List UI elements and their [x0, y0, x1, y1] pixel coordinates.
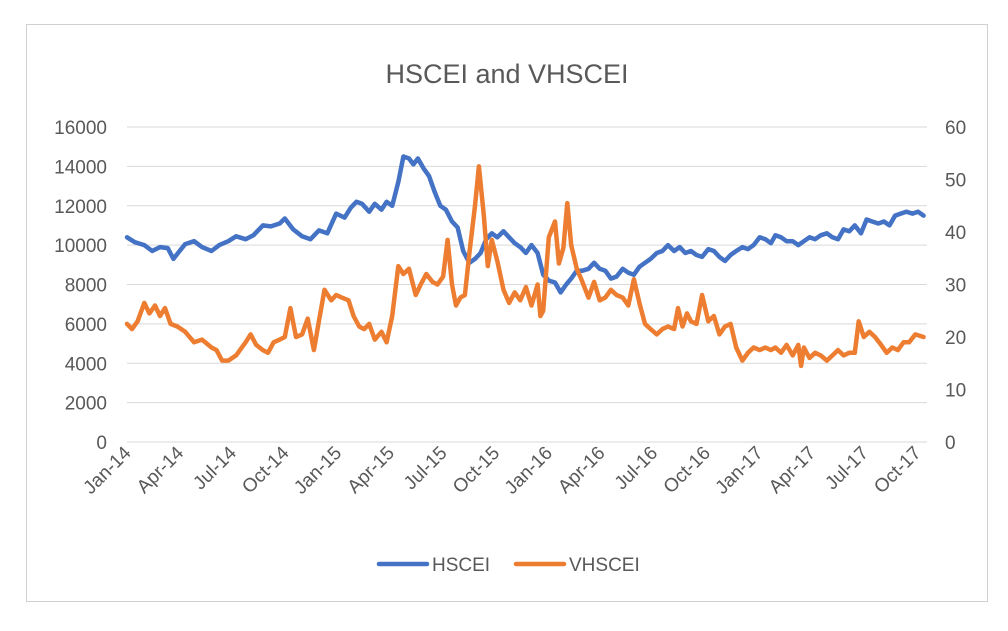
x-tick-label: Oct-14: [238, 442, 293, 497]
x-tick-label: Jul-17: [821, 443, 872, 494]
x-tick-label: Oct-15: [449, 443, 504, 498]
x-tick-label: Apr-16: [554, 443, 609, 498]
x-tick-label: Jan-14: [80, 442, 136, 498]
series-lines: [124, 154, 926, 369]
x-tick-label: Jul-14: [189, 442, 241, 494]
left-tick-label: 12000: [54, 197, 107, 218]
left-axis-ticks: 0 2000 4000 6000 8000 10000 12000 14000 16000: [54, 118, 107, 454]
legend: HSCEI VHSCEI: [376, 555, 640, 576]
chart-title: HSCEI and VHSCEI: [385, 59, 628, 89]
legend-label-hscei: HSCEI: [432, 555, 490, 576]
x-tick-label: Jan-17: [712, 443, 768, 499]
left-tick-label: 6000: [65, 315, 107, 336]
x-tick-label: Jan-15: [290, 443, 346, 499]
right-tick-label: 0: [945, 433, 956, 454]
x-tick-label: Apr-15: [344, 443, 399, 498]
series-line-vhscei: [124, 164, 926, 369]
right-tick-label: 30: [945, 276, 966, 297]
left-tick-label: 8000: [65, 276, 107, 297]
series-line-hscei: [124, 154, 926, 295]
left-tick-label: 16000: [54, 118, 107, 139]
chart-frame: HSCEI and VHSCEI 0 2000 4000 6000 8000 10000 1…: [26, 24, 988, 602]
x-tick-label: Apr-17: [765, 443, 820, 498]
left-tick-label: 14000: [54, 157, 107, 178]
right-tick-label: 40: [945, 223, 966, 244]
x-tick-label: Oct-16: [660, 443, 715, 498]
x-tick-label: Jan-16: [501, 443, 557, 499]
left-tick-label: 2000: [65, 394, 107, 415]
legend-label-vhscei: VHSCEI: [569, 555, 640, 576]
left-tick-label: 0: [96, 433, 107, 454]
x-tick-label: Oct-17: [870, 443, 925, 498]
left-tick-label: 4000: [65, 354, 107, 375]
gridlines: [127, 126, 927, 443]
chart-svg: HSCEI and VHSCEI 0 2000 4000 6000 8000 10000 1…: [54, 59, 966, 576]
right-tick-label: 60: [945, 118, 966, 139]
x-tick-label: Jul-16: [611, 443, 662, 494]
right-axis-ticks: 0 10 20 30 40 50 60: [945, 118, 966, 454]
right-tick-label: 10: [945, 381, 966, 402]
right-tick-label: 20: [945, 328, 966, 349]
right-tick-label: 50: [945, 171, 966, 192]
left-tick-label: 10000: [54, 236, 107, 257]
x-tick-label: Apr-14: [133, 442, 188, 497]
x-tick-label: Jul-15: [400, 443, 451, 494]
